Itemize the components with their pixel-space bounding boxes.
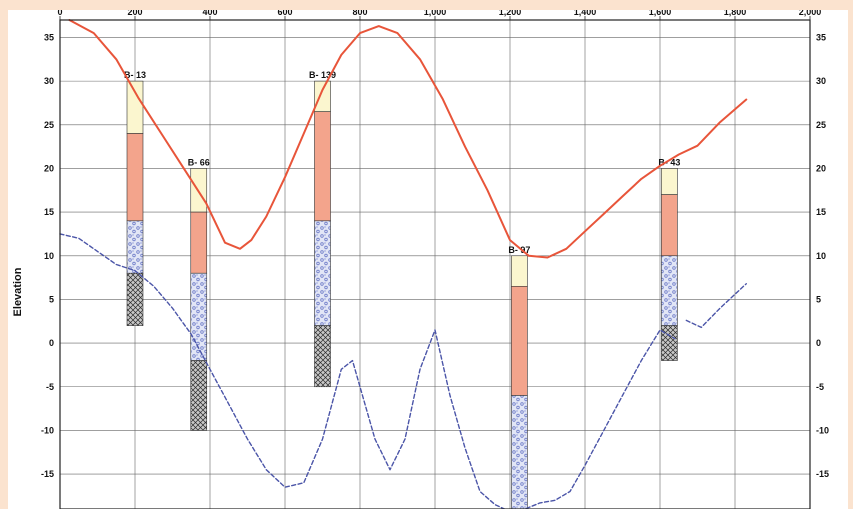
borehole-layer-hatched (314, 325, 331, 388)
borehole-layer-cream (126, 80, 144, 134)
borehole-label: B- 139 (309, 70, 336, 80)
x-tick-label: 0 (57, 10, 62, 17)
y-tick-label-left: 35 (44, 32, 54, 42)
x-tick-label: 600 (277, 10, 292, 17)
x-tick-label: 1,600 (649, 10, 672, 17)
y-tick-label-left: -5 (46, 382, 54, 392)
x-tick-label: 400 (202, 10, 217, 17)
y-tick-label-right: -15 (816, 469, 829, 479)
borehole-label: B- 13 (124, 70, 146, 80)
borehole-layer-gravel (661, 255, 678, 326)
tick-labels: 0 200 400 600 800 1,000 1,200 1,400 1,600 1,800 2,… (41, 10, 829, 479)
y-tick-label-right: 0 (816, 338, 821, 348)
x-tick-label: 1,400 (574, 10, 597, 17)
x-tick-label: 1,200 (499, 10, 522, 17)
borehole-layer-hatched (190, 360, 208, 431)
borehole-label: B- 43 (658, 157, 680, 167)
y-tick-label-right: 5 (816, 294, 821, 304)
y-tick-label-left: -10 (41, 425, 54, 435)
borehole-layer-cream (314, 80, 331, 112)
x-tick-label: 2,000 (799, 10, 822, 17)
water-table-line (685, 283, 747, 329)
y-tick-label-left: -15 (41, 469, 54, 479)
plot-frame (59, 16, 811, 509)
plot-border (59, 19, 811, 509)
y-tick-label-left: 5 (49, 294, 54, 304)
borehole-layer-salmon (511, 286, 528, 396)
borehole-layer-gravel (511, 395, 528, 509)
boreholes: B- 13 B- 66 B- 139 B- 97 B- 43 (124, 70, 680, 509)
y-axis-title: Elevation (12, 267, 24, 316)
borehole: B- 43 (658, 157, 680, 361)
x-tick-label: 200 (127, 10, 142, 17)
borehole-layer-cream (661, 168, 678, 195)
water-table-line (59, 233, 676, 509)
y-tick-label-right: 25 (816, 120, 826, 130)
cross-section-chart: B- 13 B- 66 B- 139 B- 97 B- 43 0 200 400 600 800… (8, 10, 848, 509)
borehole-layer-salmon (661, 194, 678, 257)
borehole-label: B- 66 (188, 157, 210, 167)
borehole-layer-hatched (661, 325, 678, 361)
y-tick-label-right: 20 (816, 163, 826, 173)
profile-lines (59, 19, 748, 509)
borehole: B- 66 (188, 157, 210, 431)
borehole-layer-salmon (314, 111, 331, 222)
y-tick-label-left: 0 (49, 338, 54, 348)
y-tick-label-left: 15 (44, 207, 54, 217)
y-tick-label-left: 10 (44, 251, 54, 261)
borehole: B- 13 (124, 70, 146, 326)
y-tick-label-left: 30 (44, 76, 54, 86)
y-tick-label-right: 15 (816, 207, 826, 217)
x-tick-label: 1,000 (424, 10, 447, 17)
x-tick-label: 800 (352, 10, 367, 17)
x-tick-label: 1,800 (724, 10, 747, 17)
y-tick-label-right: 10 (816, 251, 826, 261)
borehole: B- 139 (309, 70, 336, 388)
y-tick-label-right: -10 (816, 425, 829, 435)
borehole-layer-salmon (190, 211, 208, 274)
borehole-layer-salmon (126, 133, 144, 222)
y-tick-label-right: 30 (816, 76, 826, 86)
gridlines (59, 20, 811, 509)
y-tick-label-left: 25 (44, 120, 54, 130)
borehole-layer-hatched (126, 272, 144, 326)
borehole: B- 97 (508, 245, 530, 509)
y-tick-label-right: -5 (816, 382, 824, 392)
y-tick-label-right: 35 (816, 32, 826, 42)
borehole-layer-gravel (126, 220, 144, 274)
borehole-layer-cream (511, 255, 528, 287)
borehole-layer-gravel (314, 220, 331, 326)
ground-surface-line (68, 19, 748, 259)
borehole-label: B- 97 (508, 245, 530, 255)
y-tick-label-left: 20 (44, 163, 54, 173)
